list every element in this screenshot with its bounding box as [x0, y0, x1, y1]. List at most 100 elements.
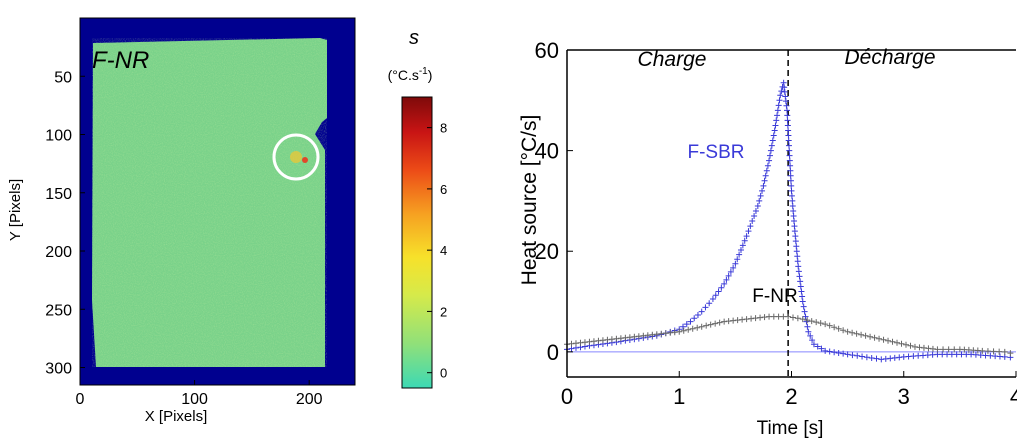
fnr-point: [748, 315, 755, 322]
fnr-point: [649, 331, 656, 338]
fnr-point: [572, 340, 579, 347]
fnr-point: [840, 327, 847, 334]
fsbr-point: [694, 311, 701, 318]
fsbr-point: [790, 207, 797, 214]
fsbr-point: [774, 107, 781, 114]
fsbr-point: [761, 177, 768, 184]
fsbr-point: [715, 288, 722, 295]
colorbar-title: s: [409, 27, 419, 49]
y-tick-label: 0: [547, 340, 559, 365]
fsbr-point: [797, 283, 804, 290]
fnr-point: [622, 334, 629, 341]
heatmap-x-tick-label: 200: [296, 391, 323, 408]
heatmap-y-tick-label: 200: [45, 244, 72, 261]
fsbr-point: [766, 152, 773, 159]
fsbr-point: [785, 127, 792, 134]
fnr-point: [640, 332, 647, 339]
fnr-point: [907, 342, 914, 349]
heatmap-y-tick-label: 100: [45, 128, 72, 145]
fsbr-point: [771, 127, 778, 134]
colorbar-tick-label: 2: [440, 304, 447, 319]
fsbr-point: [776, 97, 783, 104]
fsbr-point: [734, 256, 741, 263]
fsbr-point: [687, 318, 694, 325]
fnr-point: [743, 316, 750, 323]
fsbr-point: [787, 172, 794, 179]
fnr-point: [808, 318, 815, 325]
panel-label: F-NR: [92, 47, 149, 74]
fsbr-point: [782, 93, 789, 100]
fsbr-point: [718, 284, 725, 291]
fsbr-point: [754, 202, 761, 209]
fnr-point: [940, 346, 947, 353]
x-tick-label: 3: [898, 384, 910, 409]
fsbr-point: [868, 354, 875, 361]
fnr-point: [694, 324, 701, 331]
fnr-point: [945, 346, 952, 353]
fsbr-point: [863, 354, 870, 361]
fsbr-point: [785, 142, 792, 149]
fsbr-point: [786, 147, 793, 154]
fsbr-point: [737, 246, 744, 253]
fnr-point: [984, 348, 991, 355]
fsbr-point: [794, 253, 801, 260]
colorbar-tick-label: 6: [440, 182, 447, 197]
fsbr-point: [783, 102, 790, 109]
fsbr-point: [772, 122, 779, 129]
fsbr-point: [709, 296, 716, 303]
fsbr-point: [780, 79, 787, 86]
fsbr-point: [712, 292, 719, 299]
fsbr-point: [799, 293, 806, 300]
fnr-point: [894, 339, 901, 346]
fsbr-point: [777, 92, 784, 99]
fnr-point: [725, 318, 732, 325]
fnr-point: [929, 345, 936, 352]
fsbr-point: [792, 233, 799, 240]
fnr-point: [925, 345, 932, 352]
y-tick-label: 40: [535, 139, 559, 164]
colorbar-tick-label: 4: [440, 243, 447, 258]
fsbr-point: [1001, 353, 1008, 360]
fnr-point: [979, 347, 986, 354]
y-tick-label: 60: [535, 38, 559, 63]
fsbr-point: [691, 315, 698, 322]
fsbr-point: [764, 162, 771, 169]
fsbr-point: [775, 102, 782, 109]
heatmap-y-tick-label: 250: [45, 302, 72, 319]
fsbr-point: [791, 228, 798, 235]
fsbr-point: [730, 264, 737, 271]
fnr-point: [785, 313, 792, 320]
fnr-point: [631, 333, 638, 340]
fsbr-point: [778, 88, 785, 95]
fnr-point: [595, 337, 602, 344]
colorbar-tick-label: 0: [440, 366, 447, 381]
fnr-point: [1007, 350, 1014, 357]
fsbr-point: [752, 207, 759, 214]
fnr-point: [604, 336, 611, 343]
fsbr-point: [796, 273, 803, 280]
fnr-point: [934, 346, 941, 353]
timeseries-y-label: Heat source [°C/s]: [518, 115, 541, 286]
fnr-point: [568, 340, 575, 347]
fsbr-point: [835, 349, 842, 356]
fsbr-point: [732, 260, 739, 267]
fsbr-point: [794, 258, 801, 265]
fsbr-point: [878, 356, 885, 363]
fnr-point: [761, 314, 768, 321]
fsbr-point: [749, 218, 756, 225]
fnr-point: [871, 334, 878, 341]
fsbr-point: [887, 355, 894, 362]
hot-spot-core: [302, 157, 308, 163]
fnr-point: [858, 331, 865, 338]
fnr-point: [626, 334, 633, 341]
fnr-point: [813, 319, 820, 326]
fnr-point: [1001, 348, 1008, 355]
heatmap-x-label: X [Pixels]: [145, 408, 208, 425]
fsbr-point: [800, 303, 807, 310]
fnr-point: [990, 348, 997, 355]
fsbr-point: [751, 213, 758, 220]
fnr-point: [613, 335, 620, 342]
fsbr-point: [784, 112, 791, 119]
fsbr-point: [698, 308, 705, 315]
fsbr-point: [725, 272, 732, 279]
